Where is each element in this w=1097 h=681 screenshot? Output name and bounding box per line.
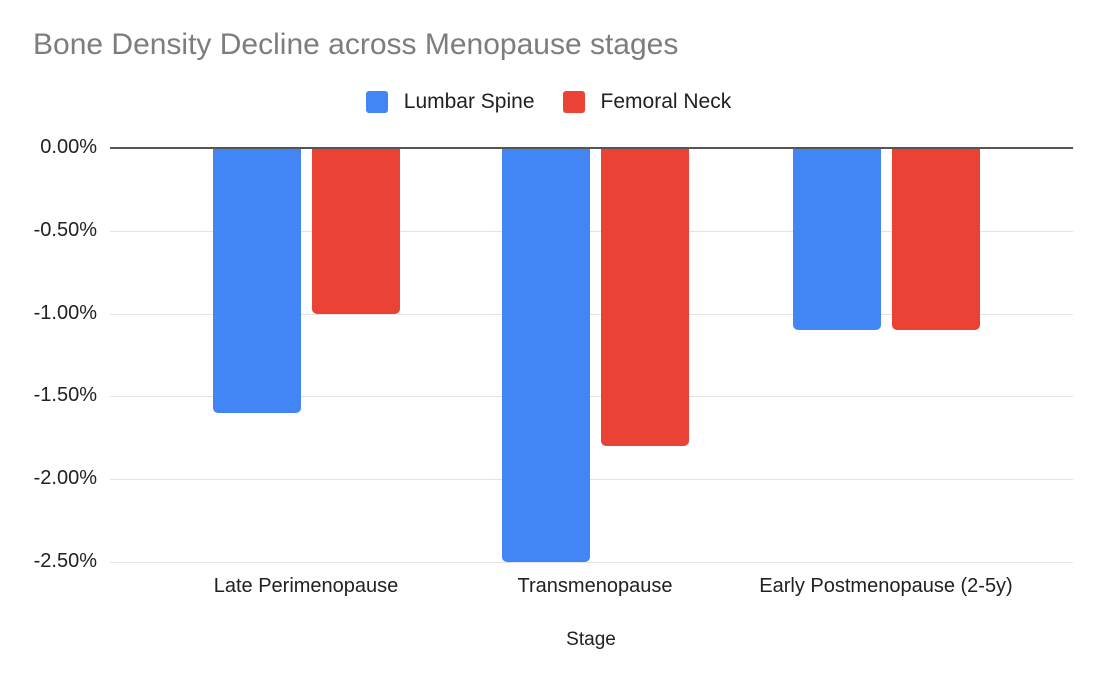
legend-item-femoral-neck: Femoral Neck: [562, 90, 732, 114]
y-tick-label: -1.50%: [33, 384, 97, 407]
x-category-label: Early Postmenopause (2-5y): [759, 575, 1013, 597]
x-category-label: Late Perimenopause: [213, 575, 399, 597]
gridline: [110, 562, 1073, 563]
legend-label: Femoral Neck: [600, 90, 732, 113]
legend-swatch-icon: [562, 91, 585, 113]
plot-area: 0.00% -0.50% -1.00% -1.50% -2.00% -2.50%: [34, 136, 1073, 572]
y-tick-label: -0.50%: [33, 218, 97, 241]
legend-swatch-icon: [365, 91, 388, 113]
legend: Lumbar Spine Femoral Neck: [0, 90, 1097, 114]
bar-lumbar-spine-early-postmenopause-2-5y: [792, 148, 881, 331]
gridline: [110, 396, 1073, 398]
chart-title: Bone Density Decline across Menopause st…: [33, 28, 679, 61]
y-tick-label: -2.00%: [33, 467, 97, 490]
x-axis-title: Stage: [566, 629, 616, 650]
x-category-label: Transmenopause: [517, 575, 673, 597]
gridline: [110, 479, 1073, 481]
bar-femoral-neck-late-perimenopause: [311, 148, 400, 314]
gridline: [110, 230, 1073, 232]
y-tick-label: -1.00%: [33, 301, 97, 324]
legend-item-lumbar-spine: Lumbar Spine: [365, 90, 535, 114]
legend-label: Lumbar Spine: [403, 90, 535, 113]
bar-lumbar-spine-transmenopause: [501, 148, 590, 562]
y-tick-label: 0.00%: [40, 136, 97, 158]
x-axis-zero-line: [110, 147, 1073, 149]
bar-lumbar-spine-late-perimenopause: [212, 148, 301, 413]
bar-femoral-neck-early-postmenopause-2-5y: [891, 148, 980, 331]
gridline: [110, 313, 1073, 315]
y-tick-label: -2.50%: [33, 550, 97, 572]
bar-femoral-neck-transmenopause: [600, 148, 689, 447]
